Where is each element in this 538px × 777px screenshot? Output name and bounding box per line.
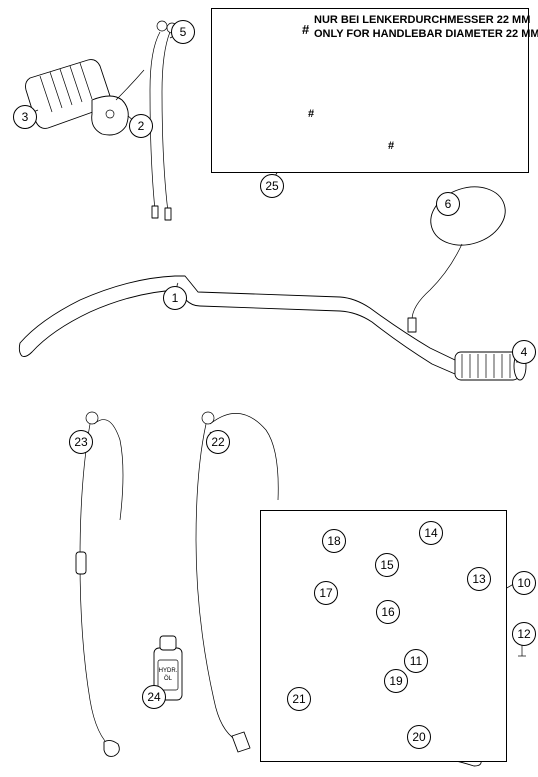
part-mirror: [408, 178, 513, 332]
callout-15: 15: [375, 553, 399, 577]
part-throttle-grip: [26, 60, 145, 135]
callout-12: 12: [512, 622, 536, 646]
hash-mark-left: #: [308, 108, 314, 120]
callout-14: 14: [419, 521, 443, 545]
callout-11: 11: [404, 649, 428, 673]
callout-22: 22: [206, 430, 230, 454]
callout-19: 19: [384, 669, 408, 693]
svg-text:HYDR.: HYDR.: [159, 668, 178, 674]
callout-4: 4: [512, 340, 536, 364]
callout-3: 3: [13, 105, 37, 129]
note-line2: ONLY FOR HANDLEBAR DIAMETER 22 MM: [314, 28, 538, 40]
callout-16: 16: [376, 600, 400, 624]
callout-5: 5: [171, 20, 195, 44]
callout-24: 24: [142, 685, 166, 709]
hash-mark-right: #: [388, 140, 394, 152]
callout-18: 18: [322, 529, 346, 553]
part-handlebar: [19, 276, 460, 374]
callout-6: 6: [436, 192, 460, 216]
note-hash: #: [302, 22, 309, 37]
callout-10: 10: [512, 571, 536, 595]
callout-21: 21: [287, 687, 311, 711]
svg-text:ÖL: ÖL: [164, 675, 173, 682]
callout-23: 23: [69, 430, 93, 454]
part-cable-23: [76, 412, 123, 756]
sub-box: [260, 510, 507, 762]
callout-17: 17: [314, 581, 338, 605]
part-throttle-cables: [150, 21, 177, 220]
callout-25: 25: [260, 174, 284, 198]
callout-2: 2: [129, 114, 153, 138]
callout-1: 1: [163, 286, 187, 310]
note-line1: NUR BEI LENKERDURCHMESSER 22 MM: [314, 14, 530, 26]
callout-20: 20: [407, 725, 431, 749]
callout-13: 13: [467, 567, 491, 591]
